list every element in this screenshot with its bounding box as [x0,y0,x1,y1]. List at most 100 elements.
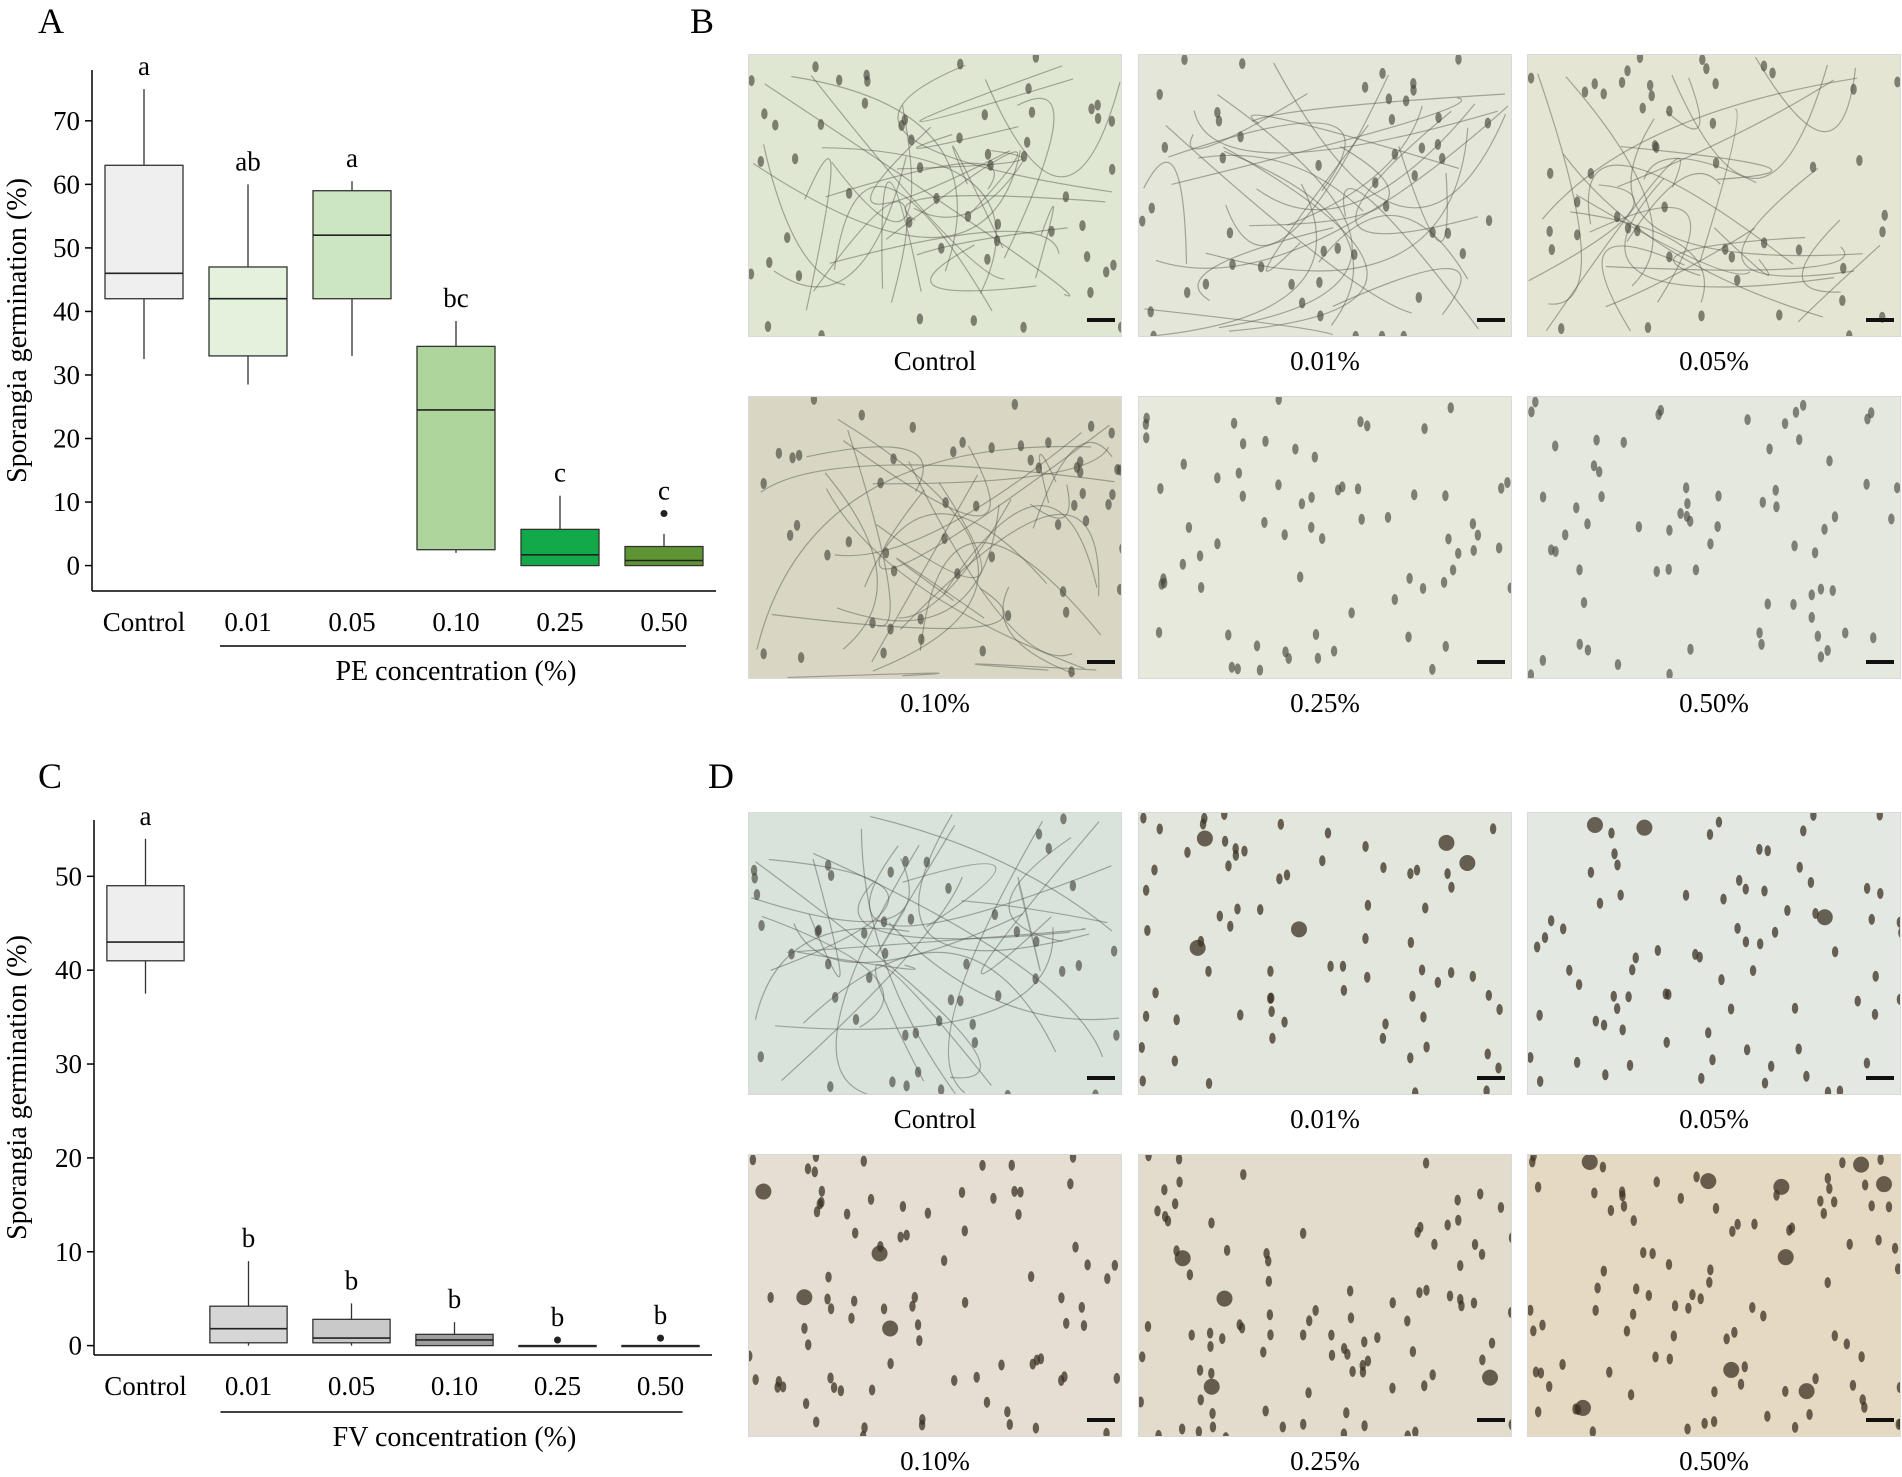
box-iqr [104,164,184,300]
micrograph-image [1139,813,1503,1094]
significance-letter: c [554,458,566,488]
x-tick-label: 0.01 [224,607,271,637]
panel-letter-c: C [38,756,63,796]
micrograph-image [1142,397,1511,676]
box-outlier [554,1336,561,1344]
micrograph-caption: 0.01% [1290,346,1360,376]
x-axis-label: PE concentration (%) [335,656,576,687]
micrograph-B-4 [1138,396,1512,679]
micrograph-B-3 [748,396,1122,679]
micrograph-caption: 0.25% [1290,688,1360,718]
micrograph-image [749,1155,1121,1436]
significance-letter: b [551,1302,565,1332]
x-tick-label: 0.50 [637,1371,684,1401]
y-axis-label: Sporangia germination (%) [2,178,33,483]
micrograph-B-1 [1138,54,1512,337]
box-iqr [312,1318,391,1344]
significance-letter: b [242,1223,256,1253]
micrograph-D-1 [1138,812,1512,1095]
micrograph-D-5 [1527,1154,1901,1437]
scale-bar [1866,1418,1894,1422]
micrograph-caption: Control [893,346,977,376]
micrograph-B-2 [1527,54,1901,337]
x-axis-label: FV concentration (%) [333,1422,577,1453]
micrograph-image [749,55,1121,336]
scale-bar [1477,660,1505,664]
panel-letter-b: B [690,1,715,41]
scale-bar [1866,660,1894,664]
box-iqr [520,528,600,567]
y-tick-label: 20 [53,424,80,454]
significance-letter: b [345,1265,359,1295]
y-tick-label: 40 [53,296,80,326]
scale-bar [1087,1076,1115,1080]
significance-letter: ab [235,146,260,176]
x-tick-label: 0.25 [536,607,583,637]
micrograph-D-2 [1527,812,1901,1095]
micrograph-B-5 [1527,396,1901,679]
micrograph-image [1528,813,1900,1094]
micrograph-caption: 0.10% [900,688,970,718]
micrograph-image [1528,397,1900,678]
micrograph-D-3 [748,1154,1122,1437]
box-iqr [106,885,185,962]
box-iqr [416,345,496,551]
micrograph-caption: 0.50% [1679,688,1749,718]
x-tick-label: 0.10 [432,607,479,637]
x-tick-label: 0.50 [640,607,687,637]
box-iqr [208,266,288,357]
significance-letter: a [140,801,152,831]
micrograph-image [1528,1155,1900,1436]
y-tick-label: 20 [55,1143,82,1173]
significance-letter: bc [443,283,469,313]
significance-letter: c [658,475,670,505]
y-tick-label: 0 [67,551,81,581]
micrograph-caption: 0.10% [900,1446,970,1476]
micrograph-image [750,813,1120,1094]
y-tick-label: 10 [53,487,80,517]
y-tick-label: 40 [55,955,82,985]
scale-bar [1477,1418,1505,1422]
micrograph-image [1528,55,1900,336]
micrograph-image [756,397,1121,678]
y-tick-label: 50 [55,861,82,891]
x-tick-label: Control [104,1371,187,1401]
scale-bar [1087,1418,1115,1422]
micrograph-image [1139,55,1509,336]
panel-letter-d: D [708,756,734,796]
x-tick-label: 0.25 [534,1371,581,1401]
y-tick-label: 10 [55,1237,82,1267]
micrograph-caption: 0.05% [1679,1104,1749,1134]
significance-letter: a [138,51,150,81]
micrograph-image [1139,1155,1511,1436]
boxplot-chart-pe: 0 10 20 30 40 50 60 70 Sporangia germination (%)… [2,51,716,687]
x-tick-label: 0.05 [328,607,375,637]
scale-bar [1477,318,1505,322]
micrograph-caption: Control [893,1104,977,1134]
significance-letter: b [448,1284,462,1314]
y-tick-label: 50 [53,233,80,263]
scale-bar [1087,660,1115,664]
micrograph-caption: 0.25% [1290,1446,1360,1476]
scale-bar [1477,1076,1505,1080]
significance-letter: a [346,143,358,173]
box-iqr [209,1305,288,1344]
scale-bar [1087,318,1115,322]
micrograph-caption: 0.01% [1290,1104,1360,1134]
boxplot-chart-fv: 0 10 20 30 40 50 Sporangia germination (%) Cont… [2,801,712,1453]
box-outlier [660,509,668,517]
micrograph-D-4 [1138,1154,1512,1437]
y-tick-label: 70 [53,106,80,136]
micrograph-caption: 0.50% [1679,1446,1749,1476]
micrograph-D-0 [748,812,1122,1095]
y-tick-label: 30 [53,360,80,390]
x-tick-label: 0.10 [431,1371,478,1401]
panel-letter-a: A [38,1,64,41]
box-iqr [312,190,392,300]
micrograph-caption: 0.05% [1679,346,1749,376]
y-tick-label: 30 [55,1049,82,1079]
scale-bar [1866,318,1894,322]
box-iqr [624,545,704,567]
y-axis-label: Sporangia germination (%) [2,935,33,1240]
x-tick-label: Control [103,607,186,637]
